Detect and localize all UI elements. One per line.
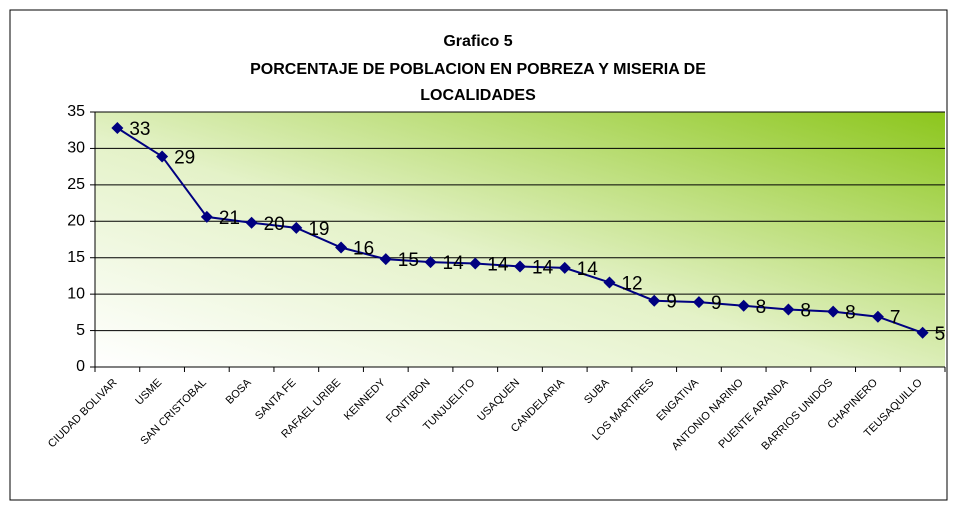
y-tick-label: 10 bbox=[67, 285, 85, 302]
marker bbox=[424, 256, 437, 269]
data-label: 8 bbox=[845, 303, 856, 324]
marker bbox=[245, 216, 258, 229]
data-label: 14 bbox=[577, 259, 599, 280]
data-label: 21 bbox=[219, 208, 240, 229]
marker bbox=[335, 241, 348, 254]
marker bbox=[603, 276, 616, 289]
data-label: 9 bbox=[711, 293, 722, 314]
y-tick-label: 35 bbox=[67, 103, 85, 120]
y-tick-label: 5 bbox=[76, 322, 85, 339]
data-label: 19 bbox=[308, 219, 329, 240]
chart-subtitle: PORCENTAJE DE POBLACION EN POBREZA Y MIS… bbox=[250, 61, 706, 78]
data-label: 20 bbox=[264, 214, 285, 235]
data-label: 14 bbox=[487, 255, 509, 276]
data-label: 8 bbox=[800, 300, 811, 321]
data-label: 14 bbox=[532, 257, 554, 278]
data-label: 5 bbox=[935, 324, 946, 345]
data-label: 12 bbox=[621, 274, 642, 295]
data-label: 16 bbox=[353, 239, 374, 260]
marker bbox=[469, 257, 482, 270]
marker bbox=[290, 221, 303, 234]
marker bbox=[200, 210, 213, 223]
marker bbox=[692, 296, 705, 309]
marker bbox=[648, 294, 661, 307]
y-tick-label: 20 bbox=[67, 213, 85, 230]
marker bbox=[871, 310, 884, 323]
y-tick-label: 0 bbox=[76, 358, 85, 375]
plot-area bbox=[95, 112, 945, 367]
marker bbox=[916, 326, 929, 339]
y-tick-label: 30 bbox=[67, 140, 85, 157]
data-label: 33 bbox=[129, 119, 150, 140]
marker bbox=[111, 122, 124, 135]
data-label: 29 bbox=[174, 147, 195, 168]
marker bbox=[782, 303, 795, 316]
data-label: 14 bbox=[443, 253, 465, 274]
marker bbox=[558, 261, 571, 274]
data-label: 9 bbox=[666, 292, 677, 313]
chart-subtitle: LOCALIDADES bbox=[420, 87, 536, 104]
data-label: 15 bbox=[398, 250, 419, 271]
marker bbox=[827, 305, 840, 318]
data-label: 7 bbox=[890, 308, 901, 329]
marker bbox=[156, 150, 169, 163]
marker bbox=[379, 253, 392, 266]
data-label: 8 bbox=[756, 297, 767, 318]
marker bbox=[737, 299, 750, 312]
chart-title: Grafico 5 bbox=[443, 33, 512, 50]
y-tick-label: 15 bbox=[67, 249, 85, 266]
marker bbox=[514, 260, 526, 273]
y-tick-label: 25 bbox=[67, 176, 85, 193]
